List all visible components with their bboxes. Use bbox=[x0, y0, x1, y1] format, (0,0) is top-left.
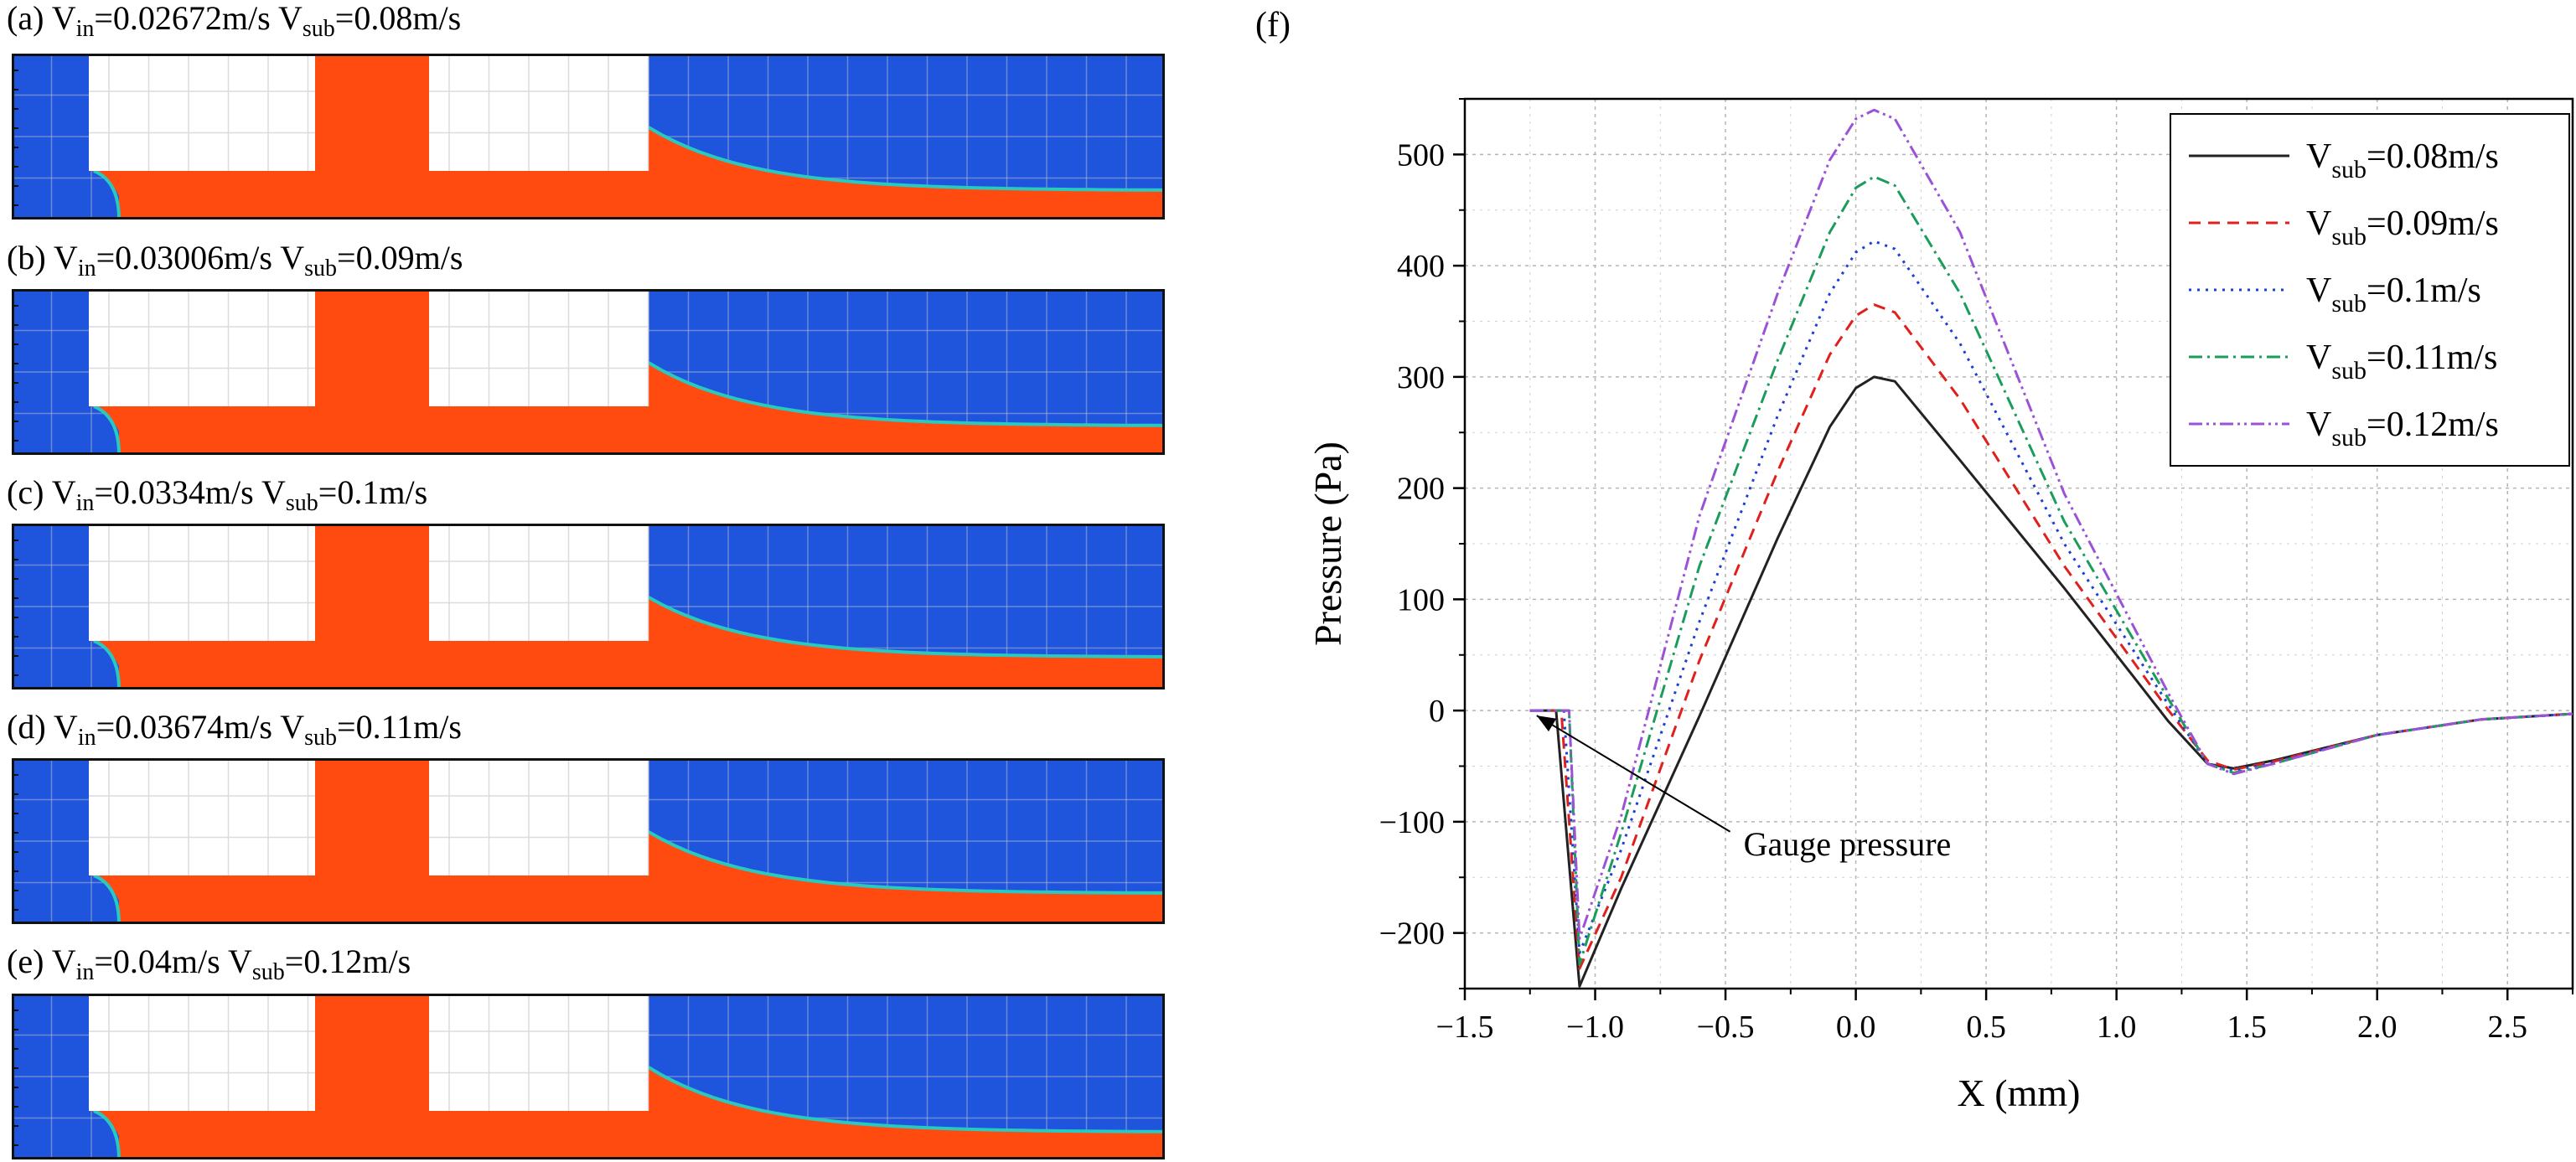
die-wall bbox=[89, 994, 315, 1111]
interface-line bbox=[93, 1109, 121, 1159]
panel-c-field bbox=[12, 524, 1165, 689]
liquid-region bbox=[91, 1067, 1165, 1159]
panel-frame bbox=[12, 54, 1165, 219]
y-tick-label: −100 bbox=[1379, 805, 1445, 840]
legend-label-4: Vsub=0.12m/s bbox=[2306, 405, 2499, 452]
y-tick-label: 500 bbox=[1397, 137, 1445, 173]
panel-e-field bbox=[12, 994, 1165, 1159]
interface-line bbox=[647, 126, 1165, 192]
x-tick-label: 0.5 bbox=[1966, 1010, 2006, 1045]
interface-line bbox=[93, 874, 121, 924]
liquid-region bbox=[91, 127, 1165, 219]
legend-label-3: Vsub=0.11m/s bbox=[2306, 338, 2497, 385]
panel-frame bbox=[12, 758, 1165, 924]
die-wall bbox=[429, 758, 649, 875]
inlet-channel bbox=[315, 524, 429, 641]
inlet-channel bbox=[315, 758, 429, 875]
x-tick-label: −0.5 bbox=[1697, 1010, 1755, 1045]
y-tick-label: 400 bbox=[1397, 249, 1445, 284]
die-wall bbox=[429, 289, 649, 406]
die-wall bbox=[429, 524, 649, 641]
inlet-channel bbox=[315, 289, 429, 406]
panel-f-label: (f) bbox=[1255, 6, 1291, 44]
interface-line bbox=[647, 361, 1165, 427]
panel-d-title: (d) Vin=0.03674m/s Vsub=0.11m/s bbox=[7, 708, 462, 751]
field-svg bbox=[12, 524, 1165, 689]
field-svg bbox=[12, 994, 1165, 1159]
interface-line bbox=[648, 830, 1165, 895]
panel-frame bbox=[12, 289, 1165, 455]
liquid-region bbox=[91, 832, 1165, 924]
die-wall bbox=[429, 994, 649, 1111]
x-tick-label: −1.5 bbox=[1436, 1010, 1494, 1045]
field-svg bbox=[12, 54, 1165, 219]
liquid-region bbox=[91, 597, 1165, 689]
pressure-chart: −1.5 −1.0 −0.5 0.0 0.5 1.0 1.5 2.0 2.5 −200 −100 0 1… bbox=[1306, 97, 2574, 1114]
annotation-text: Gauge pressure bbox=[1744, 825, 1952, 863]
interface-line bbox=[93, 639, 121, 689]
panel-b-title: (b) Vin=0.03006m/s Vsub=0.09m/s bbox=[7, 239, 463, 281]
y-tick-label: −200 bbox=[1379, 917, 1445, 952]
panel-frame bbox=[12, 994, 1165, 1159]
die-wall bbox=[89, 524, 315, 641]
liquid-region bbox=[91, 363, 1165, 455]
x-tick-label: 1.0 bbox=[2097, 1010, 2137, 1045]
y-axis-label: Pressure (Pa) bbox=[1306, 442, 1349, 646]
panel-a-title: (a) Vin=0.02672m/s Vsub=0.08m/s bbox=[7, 0, 462, 42]
legend-label-0: Vsub=0.08m/s bbox=[2306, 137, 2499, 183]
inlet-channel bbox=[315, 994, 429, 1111]
x-tick-label: 1.5 bbox=[2227, 1010, 2267, 1045]
x-tick-label: 2.5 bbox=[2487, 1010, 2527, 1045]
panel-e-title: (e) Vin=0.04m/s Vsub=0.12m/s bbox=[7, 943, 411, 985]
panel-a-field bbox=[12, 54, 1165, 219]
x-tick-label: −1.0 bbox=[1566, 1010, 1624, 1045]
field-svg bbox=[12, 758, 1165, 924]
annotation-arrow-line bbox=[1536, 715, 1731, 833]
interface-line bbox=[93, 169, 121, 219]
legend-label-2: Vsub=0.1m/s bbox=[2306, 271, 2481, 318]
x-axis-label: X (mm) bbox=[1958, 1072, 2081, 1114]
y-tick-label: 0 bbox=[1429, 694, 1445, 729]
series-line-4 bbox=[1529, 108, 2573, 940]
legend-box bbox=[2170, 113, 2570, 467]
interface-line bbox=[647, 1066, 1165, 1134]
y-tick-label: 100 bbox=[1397, 582, 1445, 617]
x-tick-label: 0.0 bbox=[1836, 1010, 1876, 1045]
inlet-channel bbox=[315, 54, 429, 171]
die-wall bbox=[429, 54, 649, 171]
die-wall bbox=[89, 758, 315, 875]
annotation-arrowhead bbox=[1536, 715, 1557, 732]
legend-label-1: Vsub=0.09m/s bbox=[2306, 204, 2499, 250]
die-wall bbox=[89, 289, 315, 406]
y-tick-label: 300 bbox=[1397, 360, 1445, 395]
interface-line bbox=[93, 405, 121, 455]
panel-d-field bbox=[12, 758, 1165, 924]
panel-c-title: (c) Vin=0.0334m/s Vsub=0.1m/s bbox=[7, 473, 428, 516]
panel-b-field bbox=[12, 289, 1165, 455]
interface-line bbox=[648, 596, 1165, 658]
x-tick-label: 2.0 bbox=[2357, 1010, 2398, 1045]
panel-frame bbox=[12, 524, 1165, 689]
field-svg bbox=[12, 289, 1165, 455]
y-tick-label: 200 bbox=[1397, 472, 1445, 507]
die-wall bbox=[89, 54, 315, 171]
